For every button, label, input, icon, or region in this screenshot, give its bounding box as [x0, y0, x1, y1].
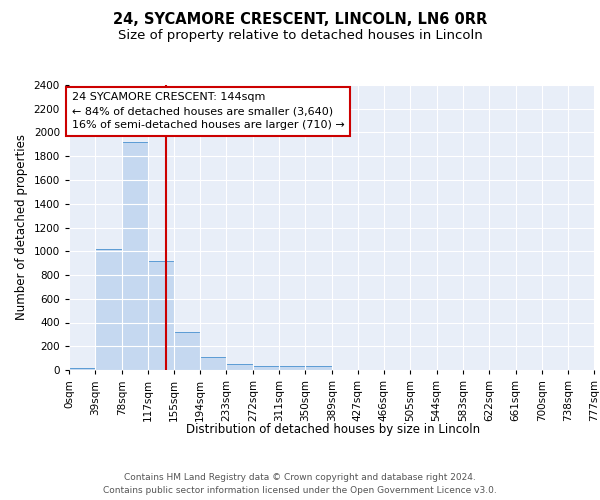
Text: Contains HM Land Registry data © Crown copyright and database right 2024.
Contai: Contains HM Land Registry data © Crown c…	[103, 472, 497, 494]
Text: 24, SYCAMORE CRESCENT, LINCOLN, LN6 0RR: 24, SYCAMORE CRESCENT, LINCOLN, LN6 0RR	[113, 12, 487, 28]
Bar	[305, 366, 332, 370]
Bar	[69, 368, 95, 370]
Bar	[122, 142, 148, 370]
Text: Distribution of detached houses by size in Lincoln: Distribution of detached houses by size …	[186, 422, 480, 436]
Bar	[279, 366, 305, 370]
Text: Size of property relative to detached houses in Lincoln: Size of property relative to detached ho…	[118, 29, 482, 42]
Bar	[95, 249, 122, 370]
Text: 24 SYCAMORE CRESCENT: 144sqm
← 84% of detached houses are smaller (3,640)
16% of: 24 SYCAMORE CRESCENT: 144sqm ← 84% of de…	[72, 92, 344, 130]
Bar	[148, 261, 174, 370]
Bar	[174, 332, 200, 370]
Bar	[226, 364, 253, 370]
Y-axis label: Number of detached properties: Number of detached properties	[15, 134, 28, 320]
Bar	[253, 366, 279, 370]
Bar	[200, 357, 226, 370]
